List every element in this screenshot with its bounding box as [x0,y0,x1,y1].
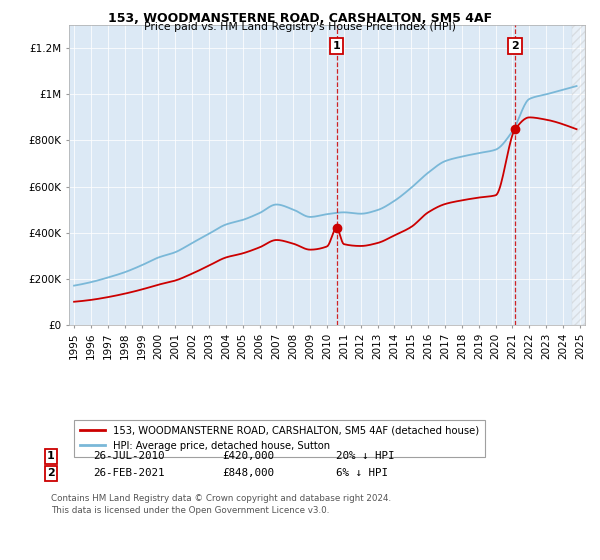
Text: £420,000: £420,000 [222,451,274,461]
Text: 2: 2 [47,468,55,478]
Text: 26-JUL-2010: 26-JUL-2010 [93,451,164,461]
Text: £848,000: £848,000 [222,468,274,478]
Text: Price paid vs. HM Land Registry's House Price Index (HPI): Price paid vs. HM Land Registry's House … [144,22,456,32]
Text: 6% ↓ HPI: 6% ↓ HPI [336,468,388,478]
Text: 1: 1 [333,41,340,51]
Text: 2: 2 [511,41,519,51]
Text: Contains HM Land Registry data © Crown copyright and database right 2024.
This d: Contains HM Land Registry data © Crown c… [51,494,391,515]
Legend: 153, WOODMANSTERNE ROAD, CARSHALTON, SM5 4AF (detached house), HPI: Average pric: 153, WOODMANSTERNE ROAD, CARSHALTON, SM5… [74,419,485,456]
Text: 1: 1 [47,451,55,461]
Text: 20% ↓ HPI: 20% ↓ HPI [336,451,395,461]
Text: 153, WOODMANSTERNE ROAD, CARSHALTON, SM5 4AF: 153, WOODMANSTERNE ROAD, CARSHALTON, SM5… [108,12,492,25]
Text: 26-FEB-2021: 26-FEB-2021 [93,468,164,478]
Bar [572,25,585,325]
